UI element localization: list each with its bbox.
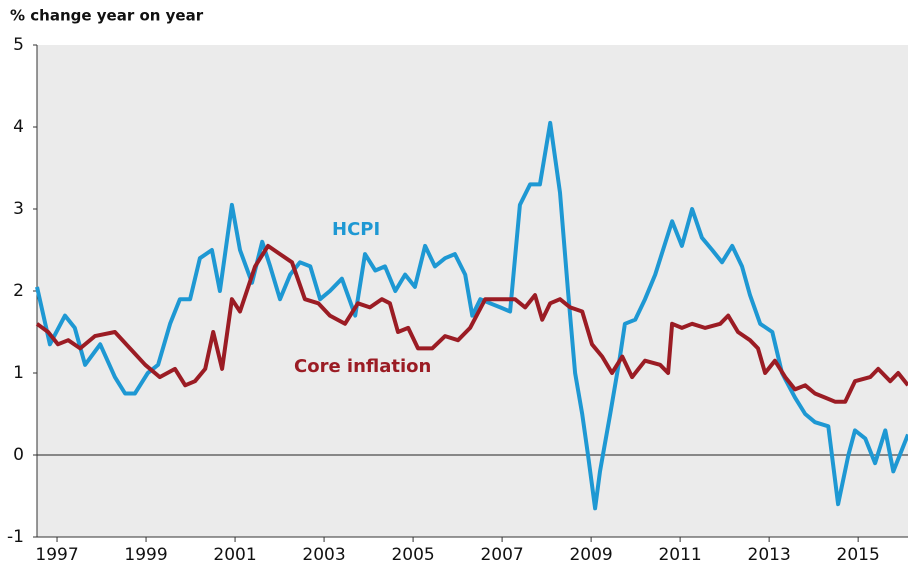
y-tick-label: 4: [13, 117, 24, 137]
x-tick-label: 2011: [658, 545, 701, 565]
line-series: [35, 120, 908, 511]
y-tick-label: 2: [13, 281, 24, 301]
annotation: HCPI: [332, 219, 380, 240]
x-tick-label: 2005: [391, 545, 434, 565]
y-axis-label: % change year on year: [10, 7, 204, 25]
x-tick-label: 2009: [569, 545, 612, 565]
x-tick-label: 2001: [213, 545, 256, 565]
y-tick-label: 3: [13, 199, 24, 219]
x-tick-label: 2007: [480, 545, 523, 565]
x-tick-label: 2015: [837, 545, 880, 565]
annotation: Core inflation: [294, 356, 431, 377]
y-tick-label: -1: [7, 527, 24, 547]
x-tick-label: 2013: [748, 545, 791, 565]
plot-background: [37, 45, 908, 537]
y-tick-label: 1: [13, 363, 24, 383]
line-series: [35, 243, 908, 404]
x-tick-label: 2003: [302, 545, 345, 565]
x-tick-label: 1999: [124, 545, 167, 565]
y-tick-label: 0: [13, 445, 24, 465]
y-tick-label: 5: [13, 35, 24, 55]
x-tick-label: 1997: [35, 545, 78, 565]
